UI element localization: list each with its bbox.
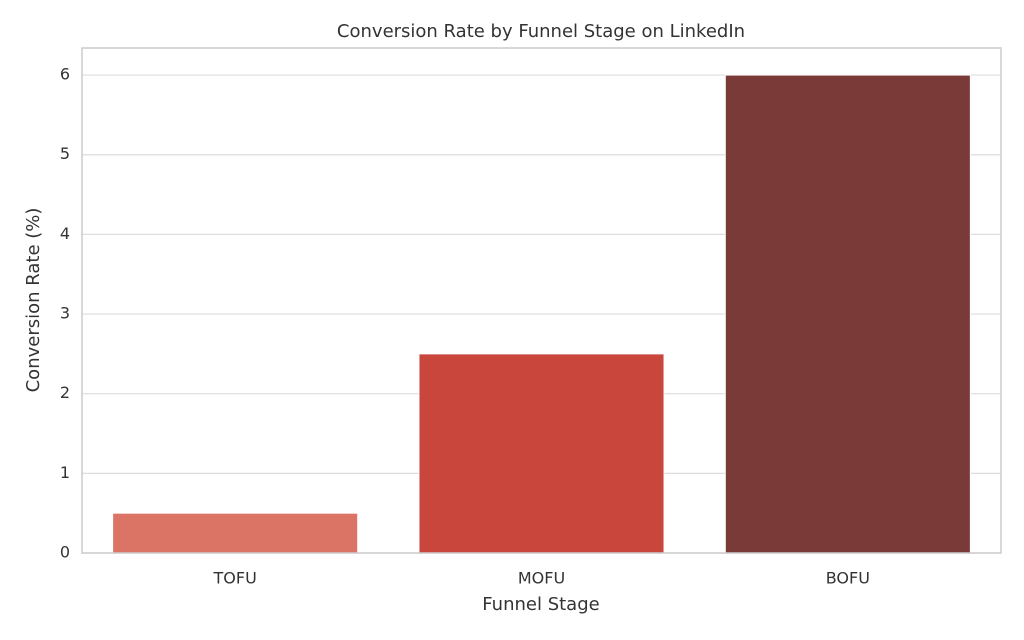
plot-frame	[81, 47, 1002, 554]
bar	[418, 353, 665, 554]
y-tick-label: 2	[60, 383, 70, 402]
y-axis-label: Conversion Rate (%)	[23, 208, 44, 393]
x-tick-label: BOFU	[826, 569, 870, 588]
x-axis-label: Funnel Stage	[482, 594, 599, 615]
y-tick-label: 5	[60, 144, 70, 163]
bar	[724, 74, 971, 554]
x-tick-label: MOFU	[518, 569, 565, 588]
y-tick-label: 3	[60, 304, 70, 323]
y-tick-label: 1	[60, 463, 70, 482]
y-tick-label: 4	[60, 224, 70, 243]
x-tick-label: TOFU	[213, 569, 257, 588]
chart-title: Conversion Rate by Funnel Stage on Linke…	[337, 21, 745, 42]
y-tick-label: 6	[60, 65, 70, 84]
bar	[112, 512, 359, 554]
y-tick-label: 0	[60, 543, 70, 562]
